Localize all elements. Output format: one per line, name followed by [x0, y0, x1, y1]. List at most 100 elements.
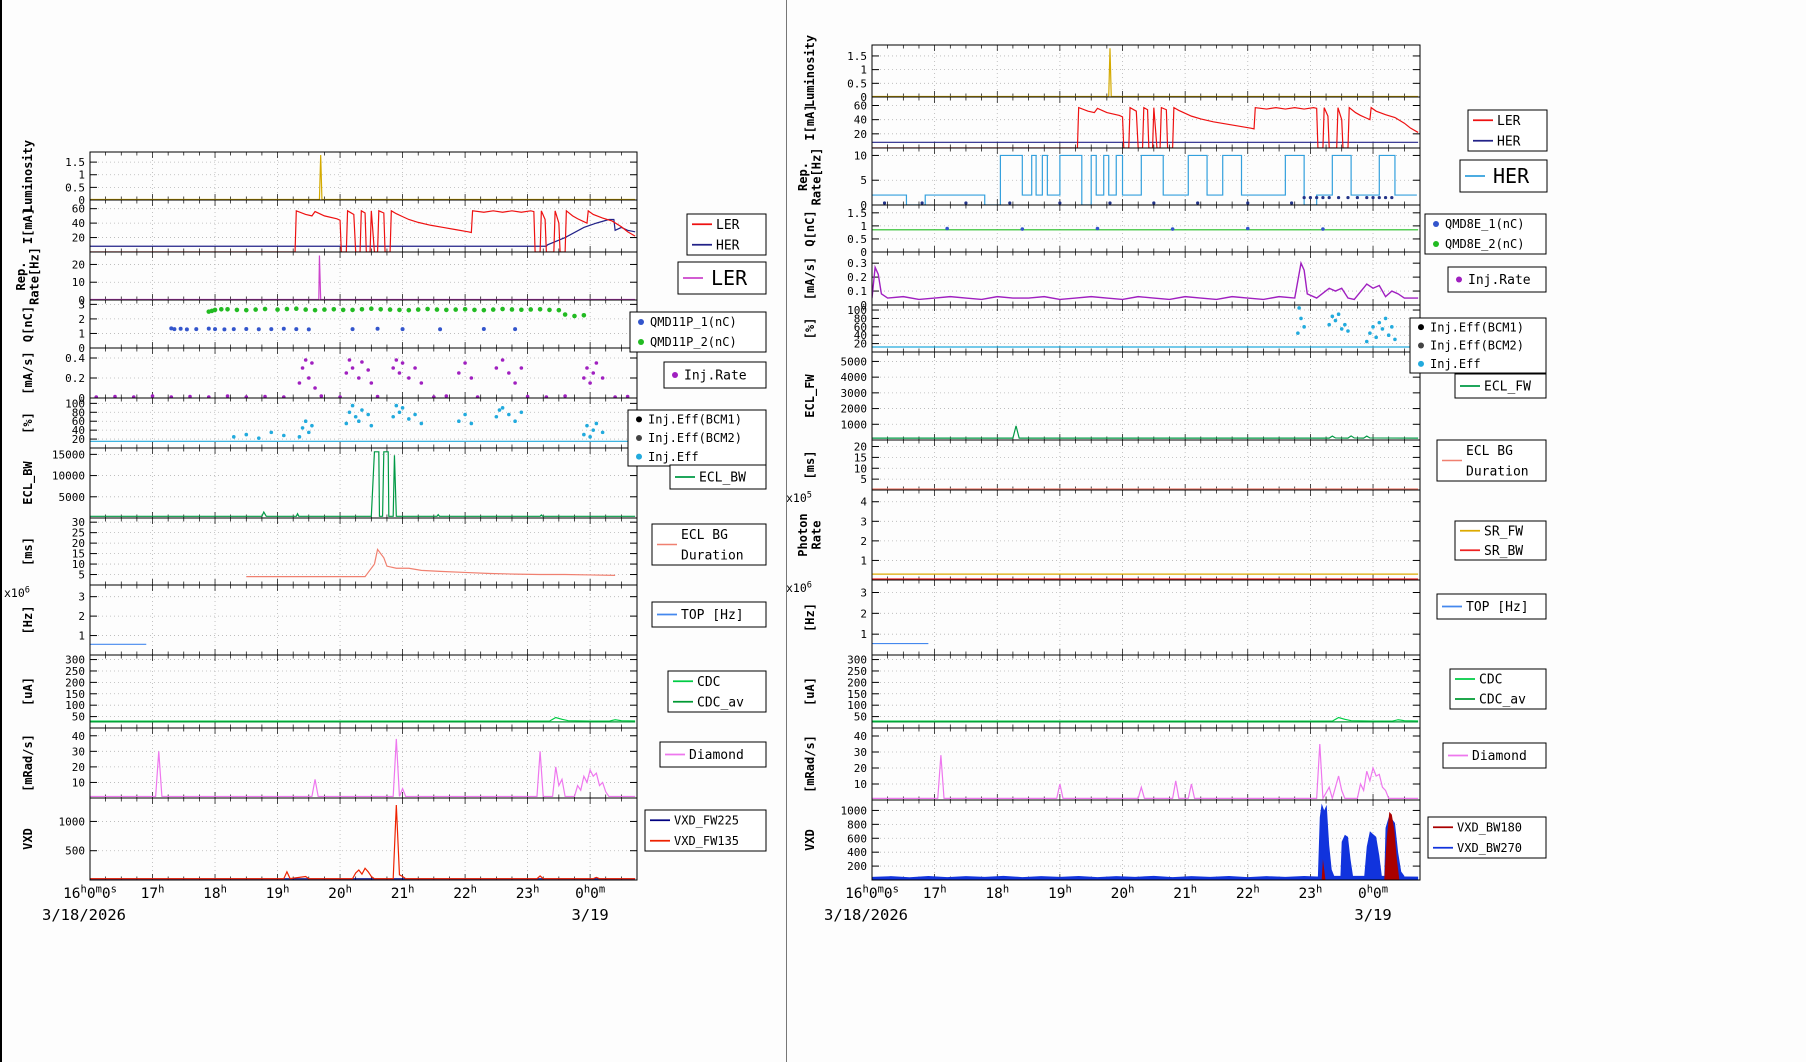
data-point — [347, 358, 352, 362]
legend-item-label: Inj.Eff(BCM1) — [1430, 320, 1524, 334]
legend-injrate: Inj.Rate — [1447, 266, 1547, 293]
y-tick-label: 1 — [860, 64, 867, 77]
data-point — [1371, 195, 1375, 200]
y-tick-label: 1 — [78, 630, 85, 643]
data-point — [294, 327, 299, 332]
y-tick-label: 1 — [78, 169, 85, 182]
legend-item-label: ECL BG — [1466, 444, 1513, 459]
data-point — [1008, 201, 1012, 205]
legend-item-label: QMD11P_1(nC) — [650, 315, 737, 329]
data-point — [585, 423, 589, 428]
data-point — [366, 368, 370, 372]
legend-item-label: LER — [1497, 114, 1521, 129]
data-point — [1390, 325, 1394, 329]
data-point — [391, 366, 395, 370]
data-point — [284, 306, 290, 312]
data-point — [307, 430, 311, 435]
y-tick-label: 0.4 — [65, 352, 85, 365]
legend-top: TOP [Hz] — [651, 601, 767, 628]
data-point — [594, 361, 599, 365]
data-point — [340, 307, 346, 313]
data-point — [507, 412, 511, 417]
data-point — [312, 307, 318, 313]
data-point — [1170, 227, 1175, 231]
subplot-left-charge: 0 12 3 Q[nC] — [21, 298, 638, 355]
y-tick-label: 20 — [854, 441, 867, 454]
y-tick-label: 30 — [854, 746, 867, 759]
data-point — [413, 366, 417, 370]
series-inj-eff — [872, 306, 1419, 348]
y-axis-label: Rep.Rate[Hz] — [796, 148, 824, 206]
data-point — [438, 327, 443, 332]
y-tick-label: 5000 — [59, 491, 86, 504]
legend-item-label: ECL_FW — [1484, 380, 1531, 395]
data-area — [872, 875, 1419, 880]
legend-item-label: QMD11P_2(nC) — [650, 335, 737, 349]
data-point — [582, 376, 586, 380]
y-tick-label: 0.5 — [847, 77, 867, 90]
series-cdc — [90, 716, 636, 723]
data-point — [397, 410, 402, 415]
y-tick-label: 20 — [854, 762, 867, 775]
data-point — [507, 371, 511, 375]
legend-diamond: Diamond — [1442, 742, 1547, 769]
y-tick-label: 1.5 — [847, 50, 867, 63]
subplot-right-photon-rate: 1 2 3 4 PhotonRate x105 — [786, 489, 1421, 581]
panel-divider — [786, 0, 787, 1062]
data-point — [513, 419, 517, 424]
data-point — [350, 366, 355, 370]
data-point — [588, 435, 592, 439]
data-point — [234, 307, 240, 313]
y-tick-label: 20 — [72, 537, 85, 550]
subplot-left-vxd: 500 1000 VXD — [21, 797, 638, 881]
data-point — [344, 371, 349, 375]
data-point — [945, 226, 949, 231]
y-tick-label: 10000 — [52, 470, 85, 483]
data-point — [469, 376, 474, 380]
x-tick-label: 22h — [1236, 883, 1260, 902]
series-luminosity — [872, 48, 1419, 97]
y-tick-label: 1.5 — [65, 156, 85, 169]
data-point — [481, 326, 486, 331]
data-line — [90, 255, 636, 300]
y-axis-label: I[mA] — [21, 208, 35, 244]
y-tick-label: 0.2 — [847, 271, 867, 284]
date-end-label: 3/19 — [571, 906, 608, 924]
data-point — [94, 395, 99, 398]
legend-item-label: Inj.Rate — [1468, 273, 1531, 288]
legend-item-label: Diamond — [689, 748, 744, 763]
y-tick-label: 1000 — [841, 418, 868, 431]
legend-charge: QMD11P_1(nC) QMD11P_2(nC) — [629, 311, 767, 353]
subplot-left-rep-rate: 0 10 20 Rep.Rate[Hz] — [14, 247, 638, 307]
data-point — [562, 312, 568, 317]
data-point — [920, 201, 924, 205]
y-tick-label: 1.5 — [847, 207, 867, 220]
legend-item-label: Inj.Rate — [684, 369, 747, 384]
scale-note: x106 — [4, 585, 30, 600]
x-tick-label: 19h — [266, 883, 290, 902]
y-axis-label: [mRad/s] — [21, 734, 35, 792]
data-point — [169, 395, 174, 398]
data-point — [172, 327, 177, 332]
data-point — [231, 327, 236, 332]
series-luminosity — [90, 155, 636, 200]
data-point — [1290, 201, 1294, 205]
data-point — [353, 414, 358, 419]
data-point — [331, 307, 337, 312]
y-tick-label: 5 — [860, 174, 867, 187]
y-tick-label: 20 — [72, 232, 85, 245]
data-point — [1377, 320, 1382, 325]
data-line — [90, 716, 636, 722]
y-tick-label: 50 — [854, 711, 867, 724]
date-start-label: 3/18/2026 — [42, 906, 126, 924]
y-axis-label: Luminosity — [803, 35, 817, 107]
y-axis-label: VXD — [803, 829, 817, 851]
y-axis-label: Luminosity — [21, 140, 35, 212]
legend-item-label: CDC_av — [1479, 693, 1526, 708]
data-point — [1346, 329, 1350, 333]
data-point — [310, 361, 314, 365]
y-tick-label: 60 — [854, 321, 867, 334]
subplot-right-rep-rate: 0 5 10 Rep.Rate[Hz] — [796, 147, 1421, 212]
